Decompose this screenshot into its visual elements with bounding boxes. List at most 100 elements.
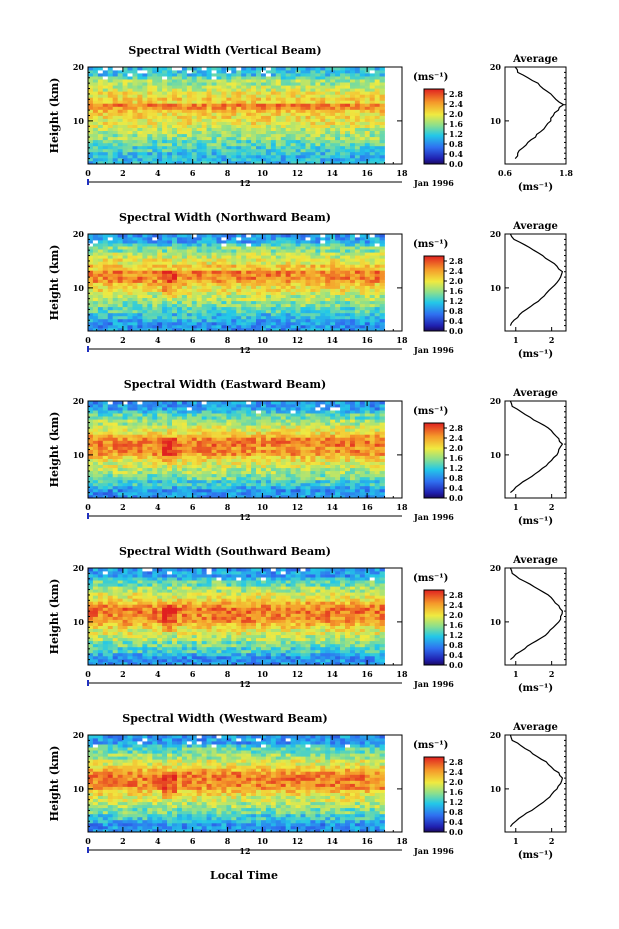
- heatmap-cell: [280, 112, 287, 116]
- heatmap-cell: [359, 136, 366, 141]
- heatmap-cell: [374, 82, 380, 86]
- heatmap-cell: [167, 482, 173, 487]
- heatmap-cell: [325, 109, 331, 113]
- heatmap-cell: [181, 121, 188, 125]
- heatmap-cell: [275, 264, 282, 268]
- heatmap-cell: [256, 258, 262, 262]
- heatmap-cell: [320, 312, 326, 317]
- heatmap-cell: [270, 133, 277, 138]
- heatmap-cell: [142, 495, 148, 499]
- heatmap-cell: [251, 309, 257, 314]
- heatmap-cell: [127, 452, 133, 456]
- heatmap-cell: [88, 413, 94, 417]
- heatmap-cell: [320, 124, 326, 128]
- heatmap-cell: [186, 279, 193, 283]
- heatmap-cell: [241, 267, 247, 271]
- heatmap-cell: [137, 425, 143, 429]
- heatmap-cell: [206, 279, 212, 283]
- heatmap-cell: [112, 234, 118, 238]
- heatmap-cell: [369, 261, 375, 265]
- heatmap-cell: [340, 328, 346, 332]
- heatmap-cell: [211, 458, 217, 462]
- heatmap-cell: [102, 249, 109, 253]
- heatmap-cell: [201, 464, 207, 469]
- heatmap-cell: [157, 130, 163, 135]
- heatmap-cell: [280, 85, 287, 89]
- heatmap-cell: [152, 473, 158, 478]
- heatmap-cell: [320, 303, 326, 308]
- heatmap-cell: [270, 237, 277, 241]
- heatmap-cell: [117, 85, 123, 89]
- heatmap-cell: [142, 255, 148, 259]
- heatmap-cell: [340, 82, 346, 86]
- heatmap-cell: [310, 258, 316, 262]
- heatmap-cell: [92, 279, 99, 283]
- heatmap-cell: [172, 112, 178, 116]
- heatmap-cell: [142, 488, 148, 493]
- heatmap-cell: [226, 82, 232, 86]
- heatmap-cell: [186, 148, 193, 153]
- heatmap-cell: [270, 240, 277, 244]
- heatmap-cell: [221, 130, 227, 135]
- heatmap-cell: [137, 115, 143, 119]
- heatmap-cell: [97, 142, 104, 147]
- heatmap-cell: [92, 127, 99, 131]
- heatmap-cell: [221, 279, 227, 283]
- heatmap-cell: [186, 264, 193, 268]
- heatmap-cell: [340, 161, 346, 165]
- average-y-tick-label: 20: [490, 62, 502, 72]
- heatmap-cell: [290, 282, 296, 286]
- heatmap-cell: [364, 97, 371, 101]
- heatmap-cell: [112, 485, 118, 490]
- heatmap-cell: [181, 130, 188, 135]
- heatmap-cell: [295, 309, 301, 314]
- heatmap-cell: [107, 297, 114, 302]
- heatmap-cell: [241, 303, 247, 308]
- heatmap-cell: [167, 312, 173, 317]
- heatmap-cell: [354, 94, 361, 98]
- heatmap-cell: [142, 464, 148, 469]
- heatmap-cell: [181, 261, 188, 265]
- heatmap-cell: [107, 294, 114, 298]
- heatmap-cell: [270, 297, 277, 302]
- heatmap-cell: [379, 276, 385, 280]
- heatmap-cell: [191, 419, 198, 423]
- heatmap-cell: [157, 88, 163, 92]
- heatmap-cell: [211, 255, 217, 259]
- heatmap-cell: [350, 154, 356, 159]
- x-tick-label: 14: [327, 335, 339, 345]
- heatmap-cell: [216, 303, 222, 308]
- heatmap-cell: [147, 82, 153, 86]
- heatmap-cell: [211, 413, 217, 417]
- heatmap-cell: [181, 100, 188, 104]
- heatmap-cell: [270, 73, 277, 77]
- heatmap-cell: [112, 312, 118, 317]
- heatmap-cell: [152, 300, 158, 305]
- heatmap-cell: [241, 300, 247, 305]
- heatmap-cell: [374, 237, 380, 241]
- heatmap-cell: [102, 124, 109, 128]
- heatmap-cell: [102, 136, 109, 141]
- heatmap-cell: [157, 112, 163, 116]
- heatmap-cell: [167, 243, 173, 247]
- heatmap-cell: [201, 136, 207, 141]
- heatmap-cell: [211, 328, 217, 332]
- heatmap-cell: [295, 258, 301, 262]
- heatmap-cell: [142, 324, 148, 329]
- heatmap-cell: [211, 273, 217, 277]
- heatmap-cell: [132, 154, 138, 159]
- heatmap-cell: [117, 79, 123, 83]
- heatmap-cell: [261, 270, 267, 274]
- heatmap-cell: [132, 452, 138, 456]
- heatmap-cell: [315, 300, 321, 305]
- heatmap-cell: [221, 288, 227, 292]
- heatmap-cell: [300, 249, 306, 253]
- heatmap-cell: [374, 243, 380, 247]
- heatmap-cell: [246, 291, 252, 295]
- heatmap-cell: [251, 100, 257, 104]
- heatmap-cell: [181, 136, 188, 141]
- heatmap-cell: [117, 127, 123, 131]
- average-x-tick-label: 2: [549, 335, 555, 345]
- heatmap-cell: [295, 276, 301, 280]
- heatmap-cell: [167, 491, 173, 496]
